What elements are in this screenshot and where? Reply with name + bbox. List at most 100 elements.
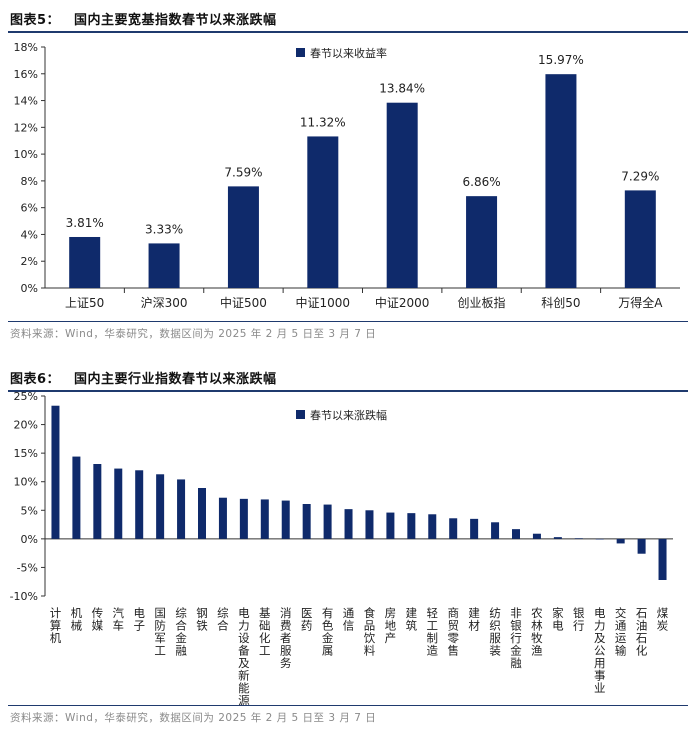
chart2-y-tick-label: -5% xyxy=(17,561,38,574)
chart2-category-label: 煤炭 xyxy=(656,607,670,632)
chart2-y-tick-label: 15% xyxy=(14,447,38,460)
chart2-y-tick-label: 25% xyxy=(14,390,38,403)
chart2-bar xyxy=(323,504,332,539)
chart2-bar xyxy=(198,488,206,539)
chart2-category-label: 消费者服务 xyxy=(279,606,293,669)
chart1-data-label: 11.32% xyxy=(300,115,346,129)
chart2-y-tick-label: 10% xyxy=(14,476,38,489)
chart2-bar xyxy=(532,533,541,539)
chart2-category-label: 轻工制造 xyxy=(425,606,439,657)
chart2-y-tick-label: 0% xyxy=(21,533,38,546)
chart1-bar xyxy=(466,196,498,288)
figure2-label: 图表6： xyxy=(10,372,61,387)
chart1-y-tick-label: 12% xyxy=(14,121,38,134)
chart1-y-tick-label: 18% xyxy=(14,41,38,54)
chart1-data-label: 13.84% xyxy=(379,82,425,96)
chart2-bar xyxy=(93,464,102,539)
chart2-category-label: 通信 xyxy=(342,607,356,632)
chart2-category-label: 建材 xyxy=(467,606,481,632)
chart2-category-label: 农林牧渔 xyxy=(530,606,544,657)
chart1-category-label: 中证500 xyxy=(220,295,267,310)
chart1-data-label: 3.33% xyxy=(145,222,183,236)
chart1-y-tick-label: 14% xyxy=(14,95,38,108)
chart2-category-label: 国防军工 xyxy=(153,607,167,657)
figure2-source: 资料来源：Wind，华泰研究，数据区间为 2025 年 2 月 5 日至 3 月… xyxy=(10,712,377,724)
chart2-bar xyxy=(135,470,144,539)
chart1-category-label: 沪深300 xyxy=(141,296,188,310)
chart2-bar xyxy=(574,538,583,539)
chart1-category-label: 创业板指 xyxy=(458,295,506,310)
chart1-bar xyxy=(307,136,339,288)
chart1-y-tick-label: 4% xyxy=(21,228,38,241)
chart2-category-label: 家电 xyxy=(551,606,565,632)
chart2-category-label: 钢铁 xyxy=(195,607,209,632)
chart2-y-tick-label: -10% xyxy=(10,590,38,603)
chart2-category-label: 电力设备及新能源 xyxy=(237,607,251,705)
chart2-category-label: 商贸零售 xyxy=(446,606,460,657)
chart2-category-label: 纺织服装 xyxy=(488,606,502,657)
chart1-data-label: 15.97% xyxy=(538,53,584,67)
chart2-bar xyxy=(491,522,500,539)
chart1-data-label: 7.29% xyxy=(621,169,659,183)
chart1-legend-swatch xyxy=(296,48,305,57)
chart1-y-tick-label: 6% xyxy=(21,202,38,215)
chart2-legend-label: 春节以来涨跌幅 xyxy=(310,408,387,422)
chart2-bar xyxy=(72,456,81,539)
figure1-source: 资料来源：Wind，华泰研究，数据区间为 2025 年 2 月 5 日至 3 月… xyxy=(10,328,377,340)
chart2-category-label: 计算机 xyxy=(48,607,62,645)
figure1-top-rule xyxy=(8,31,688,33)
chart1-bar xyxy=(148,243,180,288)
chart2-category-label: 综合 xyxy=(216,606,230,632)
figure2-title-text: 国内主要行业指数春节以来涨跌幅 xyxy=(74,372,277,387)
chart1-bar xyxy=(227,186,259,288)
chart2-category-label: 基础化工 xyxy=(258,607,272,657)
chart2-bar xyxy=(428,514,437,539)
chart2-category-label: 电力及公用事业 xyxy=(593,607,607,695)
chart2-category-label: 食品饮料 xyxy=(362,606,376,657)
chart2-bar xyxy=(407,513,416,539)
chart1-broad-index-returns: 0% 2% 4% 6% 8% 10% 12% 14% 16% 18% 3.81% 上证50 3.33% 沪… xyxy=(14,41,680,310)
chart2-category-label: 医药 xyxy=(300,607,314,632)
chart2-bar xyxy=(281,500,290,539)
chart2-category-label: 非银行金融 xyxy=(509,607,523,670)
chart2-category-label: 银行 xyxy=(572,606,586,632)
chart2-category-label: 综合金融 xyxy=(174,606,188,657)
chart2-bar xyxy=(365,510,374,539)
chart2-bar xyxy=(239,498,248,539)
chart2-bar xyxy=(302,504,311,539)
chart2-category-label: 有色金属 xyxy=(321,606,335,657)
chart1-data-label: 6.86% xyxy=(463,175,501,189)
chart1-y-tick-label: 0% xyxy=(21,282,38,295)
chart1-category-label: 科创50 xyxy=(541,296,580,310)
figure2-top-rule xyxy=(8,390,688,392)
chart1-bar xyxy=(545,74,577,288)
chart2-category-label: 交通运输 xyxy=(614,606,628,657)
chart2-bar xyxy=(177,479,186,539)
chart2-y-tick-label: 20% xyxy=(14,419,38,432)
chart1-category-label: 万得全A xyxy=(618,295,663,310)
chart2-bar xyxy=(553,537,562,539)
chart1-data-label: 3.81% xyxy=(66,216,104,230)
chart2-bar xyxy=(470,518,479,539)
chart2-bar xyxy=(114,468,123,539)
chart1-y-tick-label: 16% xyxy=(14,68,38,81)
chart2-bar xyxy=(260,499,269,539)
chart1-bar xyxy=(386,102,418,288)
chart1-y-tick-label: 8% xyxy=(21,175,38,188)
figure1-label: 图表5： xyxy=(10,13,61,28)
chart2-category-label: 房地产 xyxy=(383,607,397,645)
chart2-legend-swatch xyxy=(296,410,305,419)
chart2-category-label: 传媒 xyxy=(90,606,104,632)
chart2-bar xyxy=(156,474,165,539)
chart1-category-label: 中证1000 xyxy=(296,295,351,310)
chart2-bar xyxy=(218,497,227,539)
chart1-category-label: 中证2000 xyxy=(375,295,430,310)
chart2-category-label: 机械 xyxy=(69,606,83,632)
figure1-title-text: 国内主要宽基指数春节以来涨跌幅 xyxy=(74,13,277,28)
figure1-title: 图表5： 国内主要宽基指数春节以来涨跌幅 xyxy=(10,9,277,28)
chart1-data-label: 7.59% xyxy=(224,165,262,179)
chart2-bar xyxy=(616,538,625,544)
figure1-bottom-rule xyxy=(8,321,688,322)
chart2-bar xyxy=(386,512,395,539)
chart2-y-tick-label: 5% xyxy=(21,504,38,517)
